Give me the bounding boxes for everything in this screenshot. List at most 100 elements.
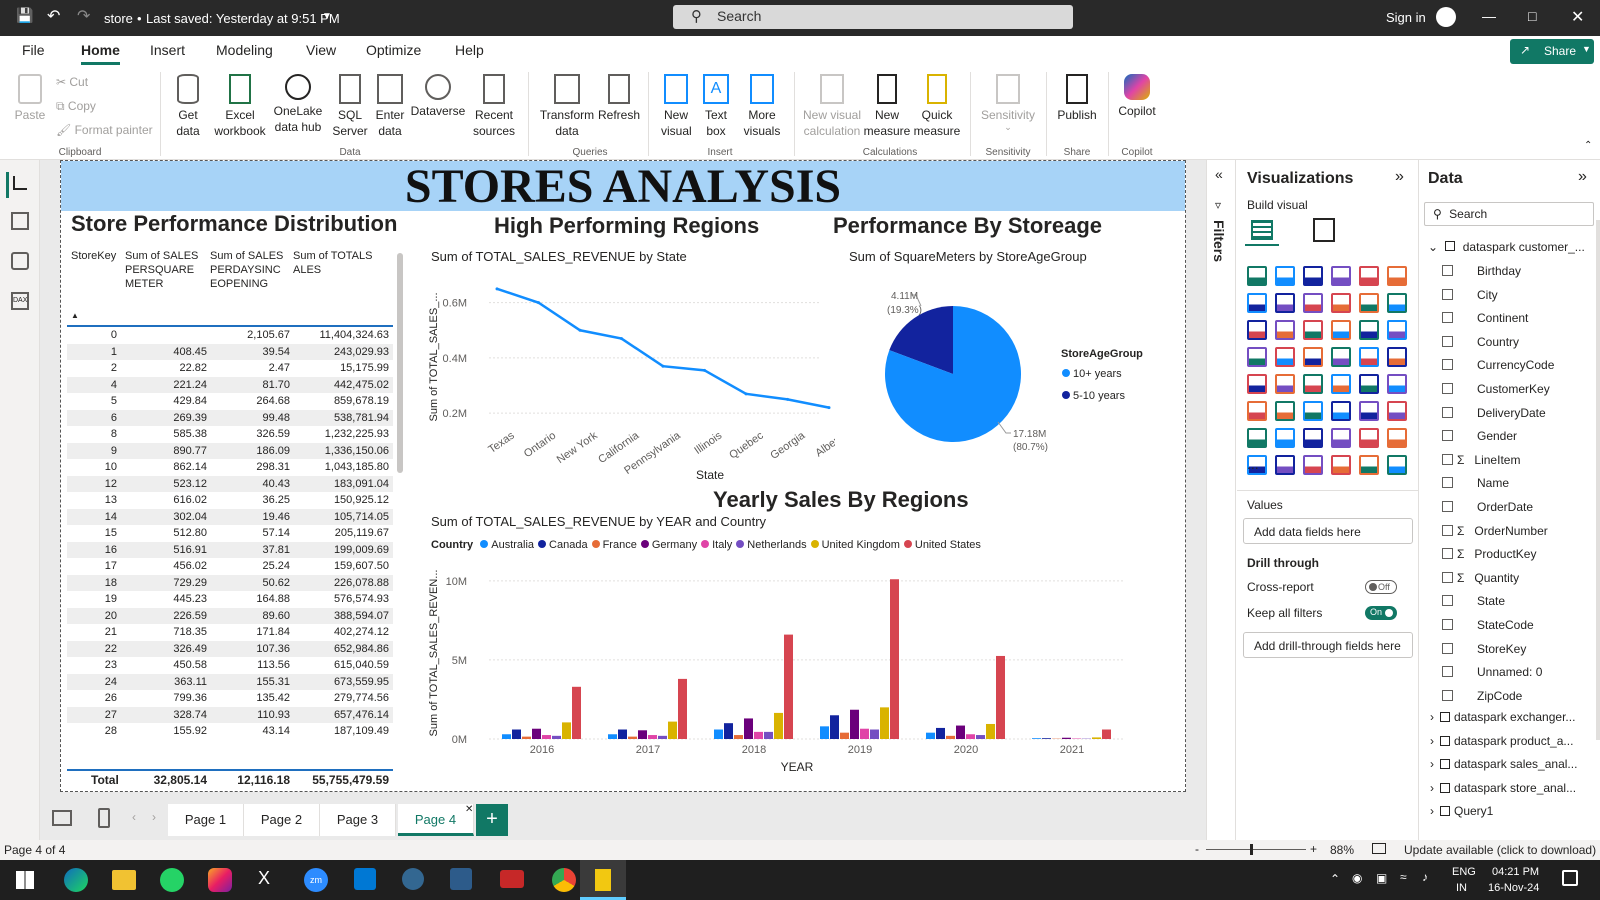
field-checkbox[interactable] xyxy=(1442,642,1453,654)
volume-icon[interactable]: ♪ xyxy=(1422,870,1428,884)
table-row[interactable]: 22 326.49 107.36 652,984.86 xyxy=(67,640,393,657)
collapse-ribbon-icon[interactable]: ⌃ xyxy=(1584,140,1593,151)
menu-insert[interactable]: Insert xyxy=(150,42,186,58)
bar[interactable] xyxy=(996,655,1005,739)
model-view-icon[interactable] xyxy=(11,252,29,270)
visual-type-icon[interactable] xyxy=(1387,320,1407,340)
legend-item[interactable]: United Kingdom xyxy=(810,539,900,551)
visual-type-icon[interactable] xyxy=(1359,374,1379,394)
column-header-total-sales[interactable]: Sum of TOTALSALES xyxy=(293,250,373,276)
bar[interactable] xyxy=(744,718,753,739)
publish-button[interactable]: Publish xyxy=(1052,74,1102,123)
field-item[interactable]: ZipCode xyxy=(1442,689,1522,705)
bar[interactable] xyxy=(1092,737,1101,739)
bar[interactable] xyxy=(870,729,879,739)
table-row[interactable]: 17 456.02 25.24 159,607.50 xyxy=(67,558,393,575)
table-row[interactable]: 5 429.84 264.68 859,678.19 xyxy=(67,393,393,410)
field-checkbox[interactable] xyxy=(1442,265,1453,276)
pie-chart[interactable]: 4.11M (19.3%) 17.18M (80.7%) StoreAgeGroup 10… xyxy=(861,269,1161,469)
table-row[interactable]: 1 408.45 39.54 243,029.93 xyxy=(67,343,393,360)
excel-workbook-button[interactable]: Excel workbook xyxy=(210,74,270,139)
data-table-item[interactable]: › dataspark product_a... xyxy=(1430,733,1574,748)
bar[interactable] xyxy=(552,735,561,739)
field-item[interactable]: Σ ProductKey xyxy=(1442,547,1536,563)
visual-type-icon[interactable] xyxy=(1359,455,1379,475)
visual-type-icon[interactable] xyxy=(1247,266,1267,286)
collapse-visualizations-icon[interactable]: » xyxy=(1395,168,1404,185)
line-point[interactable] xyxy=(537,301,540,305)
visual-type-icon[interactable] xyxy=(1303,428,1323,448)
data-table-item[interactable]: › Query1 xyxy=(1430,804,1494,819)
field-checkbox[interactable] xyxy=(1442,524,1453,536)
table-row[interactable]: 9 890.77 186.09 1,336,150.06 xyxy=(67,442,393,459)
wifi-icon[interactable]: ≈ xyxy=(1400,870,1407,884)
visual-type-icon[interactable] xyxy=(1359,347,1379,367)
visual-type-icon[interactable] xyxy=(1359,293,1379,313)
visual-type-icon[interactable] xyxy=(1247,320,1267,340)
visual-type-icon[interactable] xyxy=(1303,401,1323,421)
more-visuals-button[interactable]: More visuals xyxy=(738,74,786,139)
field-checkbox[interactable] xyxy=(1442,288,1453,300)
table-row[interactable]: 14 302.04 19.46 105,714.05 xyxy=(67,508,393,525)
visual-type-icon[interactable] xyxy=(1275,293,1295,313)
visual-type-icon[interactable] xyxy=(1303,293,1323,313)
table-view-icon[interactable] xyxy=(11,212,29,230)
format-painter-button[interactable]: 🖌 Format painter xyxy=(56,123,153,137)
field-item[interactable]: City xyxy=(1442,288,1498,304)
edge-icon[interactable] xyxy=(64,868,88,892)
line-point[interactable] xyxy=(578,328,582,332)
visual-type-icon[interactable] xyxy=(1247,347,1267,367)
drill-through-drop-zone[interactable]: Add drill-through fields here xyxy=(1243,632,1413,658)
pie-legend-item[interactable]: 10+ years xyxy=(1073,368,1122,380)
visual-type-icon[interactable] xyxy=(1303,347,1323,367)
visual-type-icon[interactable] xyxy=(1247,428,1267,448)
format-visual-icon[interactable] xyxy=(1313,218,1335,242)
visual-type-icon[interactable] xyxy=(1275,266,1295,286)
menu-optimize[interactable]: Optimize xyxy=(366,42,422,58)
bar[interactable] xyxy=(608,734,617,739)
field-checkbox[interactable] xyxy=(1442,619,1453,630)
get-data-button[interactable]: Get data xyxy=(166,74,210,139)
menu-modeling[interactable]: Modeling xyxy=(216,42,273,58)
visual-type-icon[interactable] xyxy=(1303,266,1323,286)
line-point[interactable] xyxy=(786,397,789,401)
data-table-item[interactable]: › dataspark store_anal... xyxy=(1430,780,1577,795)
table-row[interactable]: 27 328.74 110.93 657,476.14 xyxy=(67,706,393,723)
chevron-down-icon[interactable]: ▼ xyxy=(322,11,332,22)
table-row[interactable]: 0 2,105.67 11,404,324.63 xyxy=(67,327,393,344)
bar[interactable] xyxy=(658,735,667,739)
field-checkbox[interactable] xyxy=(1442,335,1453,347)
field-checkbox[interactable] xyxy=(1442,406,1453,418)
collapse-data-icon[interactable]: » xyxy=(1578,168,1587,185)
visual-type-icon[interactable] xyxy=(1359,320,1379,340)
column-header-sales-per-sqm[interactable]: Sum of SALESPERSQUAREMETER xyxy=(125,250,199,290)
field-checkbox[interactable] xyxy=(1442,477,1453,489)
table-scrollbar[interactable] xyxy=(397,253,403,473)
visual-type-icon[interactable] xyxy=(1247,401,1267,421)
cross-report-toggle[interactable]: Off xyxy=(1365,580,1397,594)
table-row[interactable]: 15 512.80 57.14 205,119.67 xyxy=(67,525,393,542)
instagram-icon[interactable] xyxy=(208,868,232,892)
visual-type-icon[interactable] xyxy=(1387,347,1407,367)
bar[interactable] xyxy=(638,730,647,739)
keep-filters-toggle[interactable]: On xyxy=(1365,606,1397,620)
visual-type-icon[interactable] xyxy=(1331,374,1351,394)
bar[interactable] xyxy=(724,723,733,739)
field-checkbox[interactable] xyxy=(1442,571,1453,583)
store-table[interactable]: StoreKey Sum of SALESPERSQUAREMETER Sum … xyxy=(67,249,393,740)
field-checkbox[interactable] xyxy=(1442,383,1453,394)
field-item[interactable]: Σ LineItem xyxy=(1442,453,1520,469)
chrome-icon[interactable] xyxy=(552,868,576,892)
pie-slice[interactable] xyxy=(885,306,1021,442)
table-customer[interactable]: ⌄ dataspark customer_... xyxy=(1428,240,1585,254)
field-item[interactable]: Continent xyxy=(1442,311,1528,327)
visual-type-icon[interactable] xyxy=(1387,455,1407,475)
visual-type-icon[interactable] xyxy=(1331,428,1351,448)
text-box-button[interactable]: A Text box xyxy=(696,74,736,139)
tab-page-1[interactable]: Page 1 xyxy=(168,804,244,836)
language-indicator[interactable]: ENG xyxy=(1452,866,1476,878)
table-row[interactable]: 24 363.11 155.31 673,559.95 xyxy=(67,673,393,690)
build-visual-tab[interactable] xyxy=(1245,216,1279,246)
bar[interactable] xyxy=(1032,738,1041,739)
new-visual-calculation-button[interactable]: New visual calculation xyxy=(802,74,862,139)
